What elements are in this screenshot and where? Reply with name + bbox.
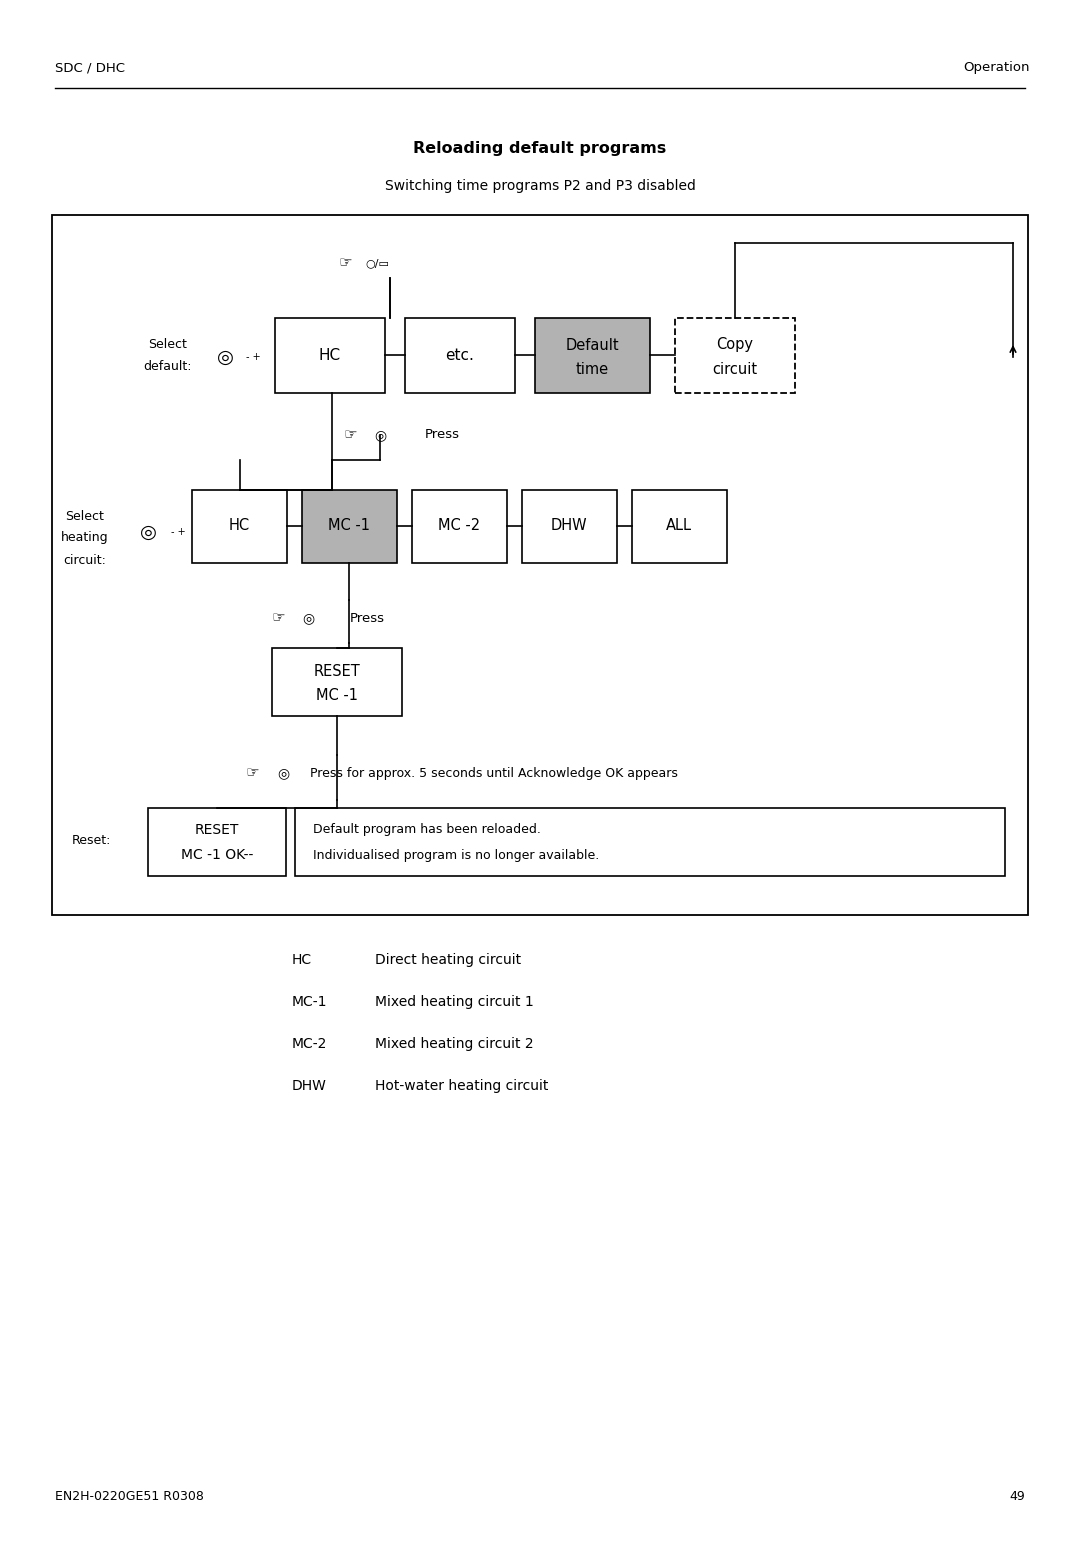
- Text: ◎: ◎: [139, 523, 157, 542]
- Text: Mixed heating circuit 2: Mixed heating circuit 2: [375, 1037, 534, 1051]
- Text: Hot-water heating circuit: Hot-water heating circuit: [375, 1079, 549, 1093]
- Text: heating: heating: [62, 531, 109, 545]
- Text: ○/▭: ○/▭: [365, 258, 389, 269]
- Text: RESET: RESET: [313, 664, 361, 679]
- Text: MC -1 OK--: MC -1 OK--: [180, 848, 253, 862]
- Bar: [302, 490, 397, 562]
- Bar: [295, 808, 1005, 876]
- Bar: [275, 319, 384, 394]
- Text: Reset:: Reset:: [72, 834, 111, 847]
- Text: DHW: DHW: [292, 1079, 327, 1093]
- Text: MC -2: MC -2: [437, 519, 481, 534]
- Text: HC: HC: [229, 519, 249, 534]
- Text: - +: - +: [245, 351, 260, 362]
- Bar: [535, 319, 650, 394]
- Text: Switching time programs P2 and P3 disabled: Switching time programs P2 and P3 disabl…: [384, 180, 696, 194]
- Text: default:: default:: [144, 361, 192, 373]
- Text: circuit:: circuit:: [64, 553, 107, 567]
- Text: Press for approx. 5 seconds until Acknowledge OK appears: Press for approx. 5 seconds until Acknow…: [310, 767, 678, 779]
- Text: etc.: etc.: [446, 347, 474, 362]
- Text: time: time: [576, 362, 608, 378]
- Bar: [675, 319, 795, 394]
- Text: Mixed heating circuit 1: Mixed heating circuit 1: [375, 995, 534, 1009]
- Text: ☞: ☞: [338, 256, 352, 270]
- Text: SDC / DHC: SDC / DHC: [55, 61, 125, 75]
- Text: Default: Default: [565, 337, 619, 353]
- Text: Press: Press: [426, 428, 460, 442]
- Text: Operation: Operation: [963, 61, 1030, 75]
- Text: ☞: ☞: [245, 765, 259, 781]
- Bar: [411, 490, 507, 562]
- Text: ☞: ☞: [343, 428, 356, 442]
- Text: EN2H-0220GE51 R0308: EN2H-0220GE51 R0308: [55, 1490, 204, 1504]
- Text: circuit: circuit: [713, 362, 757, 378]
- Text: MC-1: MC-1: [292, 995, 327, 1009]
- Text: ☞: ☞: [271, 611, 285, 625]
- Text: - +: - +: [171, 526, 186, 537]
- Text: Press: Press: [350, 611, 384, 625]
- Text: Select: Select: [66, 509, 105, 523]
- Text: Individualised program is no longer available.: Individualised program is no longer avai…: [313, 848, 599, 862]
- Bar: [632, 490, 727, 562]
- Text: ◎: ◎: [374, 428, 386, 442]
- Text: ALL: ALL: [666, 519, 692, 534]
- Text: HC: HC: [319, 347, 341, 362]
- Bar: [405, 319, 515, 394]
- Text: ◎: ◎: [216, 347, 233, 367]
- Text: ◎: ◎: [302, 611, 314, 625]
- Text: MC-2: MC-2: [292, 1037, 327, 1051]
- Text: HC: HC: [292, 953, 312, 967]
- Text: MC -1: MC -1: [316, 689, 357, 703]
- Text: Select: Select: [149, 339, 188, 351]
- Text: 49: 49: [1009, 1490, 1025, 1504]
- Bar: [272, 648, 402, 715]
- Text: ◎: ◎: [276, 765, 289, 779]
- Text: Direct heating circuit: Direct heating circuit: [375, 953, 522, 967]
- Bar: [148, 808, 286, 876]
- Bar: [192, 490, 287, 562]
- Text: Copy: Copy: [716, 337, 754, 353]
- Text: Default program has been reloaded.: Default program has been reloaded.: [313, 823, 541, 837]
- Text: RESET: RESET: [194, 823, 239, 837]
- Text: MC -1: MC -1: [328, 519, 370, 534]
- Text: DHW: DHW: [551, 519, 588, 534]
- Text: Reloading default programs: Reloading default programs: [414, 141, 666, 156]
- Bar: [52, 216, 1028, 915]
- Bar: [522, 490, 617, 562]
